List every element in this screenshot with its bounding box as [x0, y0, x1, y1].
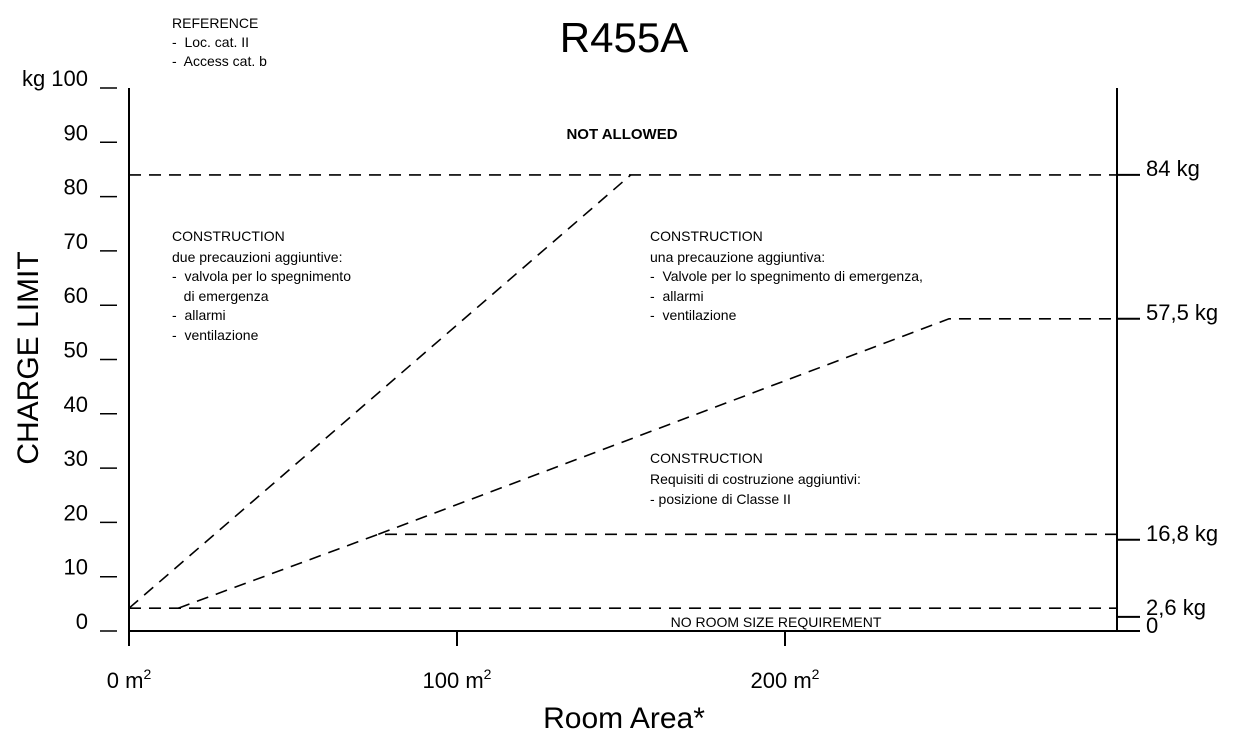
series-line	[128, 174, 632, 609]
region-no-room: NO ROOM SIZE REQUIREMENT	[671, 614, 882, 630]
region-line: - allarmi	[650, 288, 704, 304]
region-line: - ventilazione	[172, 327, 259, 343]
region-line: - allarmi	[172, 307, 226, 323]
x-tick-label: 200 m2	[751, 666, 820, 693]
region-line: - valvola per lo spegnimento	[172, 268, 351, 284]
region-title: NO ROOM SIZE REQUIREMENT	[671, 614, 882, 630]
region-line: - ventilazione	[650, 307, 737, 323]
y-tick-label: 0	[76, 609, 88, 634]
region-line: una precauzione aggiuntiva:	[650, 249, 825, 265]
y-ticks: 0 10 20 30 40 50 60 70 80 90 kg 100	[22, 66, 117, 634]
right-value-label: 57,5 kg	[1146, 300, 1218, 325]
reference-line: - Loc. cat. II	[172, 34, 249, 50]
region-not-allowed: NOT ALLOWED	[566, 126, 677, 143]
right-value-label: 0	[1146, 613, 1158, 638]
series-line	[378, 317, 1117, 536]
region-one-precaution: CONSTRUCTION una precauzione aggiuntiva:…	[650, 228, 923, 323]
y-tick-label: 70	[64, 229, 88, 254]
region-line: - posizione di Classe II	[650, 491, 791, 507]
right-labels: 84 kg 57,5 kg 16,8 kg 2,6 kg0	[1117, 156, 1218, 638]
x-axis-label: Room Area*	[543, 702, 705, 735]
y-tick-label: 30	[64, 446, 88, 471]
y-tick-label: 90	[64, 120, 88, 145]
chart-title: R455A	[560, 14, 688, 61]
y-axis-label: CHARGE LIMIT	[12, 251, 45, 464]
x-tick-label: 0 m2	[107, 666, 152, 693]
reference-note: REFERENCE - Loc. cat. II - Access cat. b	[172, 15, 267, 69]
region-line: - Valvole per lo spegnimento di emergenz…	[650, 268, 923, 284]
region-construction-requirements: CONSTRUCTION Requisiti di costruzione ag…	[650, 450, 861, 507]
region-title: NOT ALLOWED	[566, 126, 677, 143]
region-line: Requisiti di costruzione aggiuntivi:	[650, 471, 861, 487]
region-title: CONSTRUCTION	[650, 228, 763, 244]
region-title: CONSTRUCTION	[650, 450, 763, 466]
y-tick-label: 20	[64, 500, 88, 525]
x-tick-label: 100 m2	[423, 666, 492, 693]
y-tick-label: 50	[64, 338, 88, 363]
region-two-precautions: CONSTRUCTION due precauzioni aggiuntive:…	[172, 228, 351, 343]
region-line: due precauzioni aggiuntive:	[172, 249, 342, 265]
y-tick-label: 10	[64, 555, 88, 580]
right-value-label: 2,6 kg	[1146, 595, 1206, 620]
region-title: CONSTRUCTION	[172, 228, 285, 244]
x-ticks: 0 m2 100 m2 200 m2	[107, 631, 820, 693]
reference-line: - Access cat. b	[172, 53, 267, 69]
right-value-label: 84 kg	[1146, 156, 1200, 181]
y-tick-label: kg 100	[22, 66, 88, 91]
right-value-label: 16,8 kg	[1146, 521, 1218, 546]
series-line	[177, 533, 1117, 609]
y-tick-label: 40	[64, 392, 88, 417]
y-tick-label: 80	[64, 175, 88, 200]
reference-title: REFERENCE	[172, 15, 258, 31]
series-lines	[128, 174, 1117, 610]
region-line: di emergenza	[172, 288, 269, 304]
y-tick-label: 60	[64, 283, 88, 308]
